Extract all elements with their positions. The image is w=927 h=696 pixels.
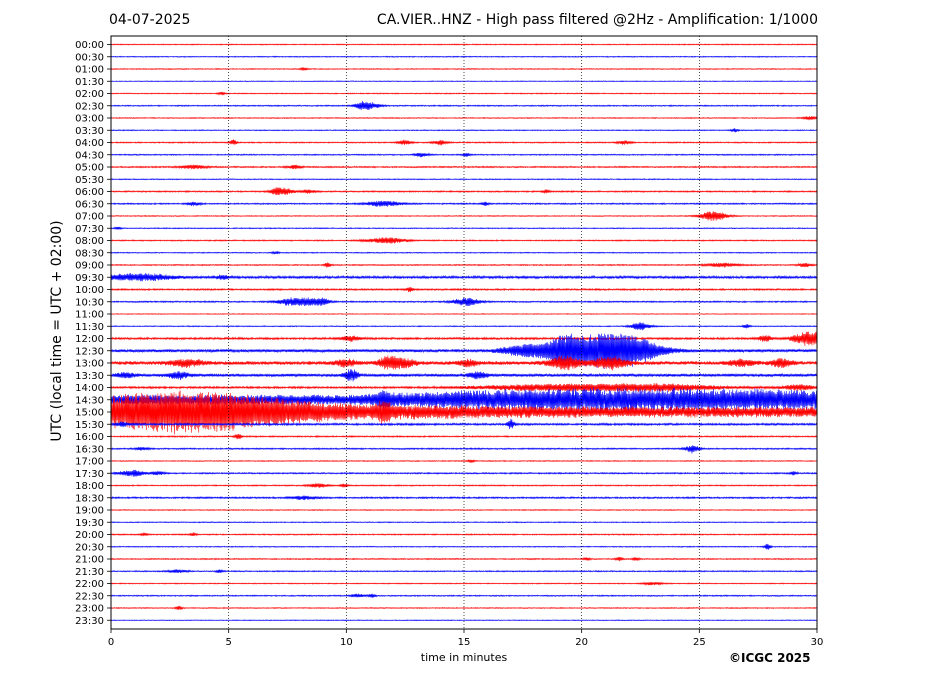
y-tick-label: 17:00 [75, 457, 104, 468]
y-tick-label: 04:00 [75, 138, 104, 149]
y-tick-label: 16:30 [75, 444, 104, 455]
trace-0600 [110, 187, 818, 196]
x-axis-label: time in minutes [420, 651, 508, 664]
x-tick-label: 20 [575, 637, 588, 648]
y-tick-label: 22:30 [75, 591, 104, 602]
y-tick-label: 16:00 [75, 432, 104, 443]
trace-1000 [110, 286, 818, 293]
y-tick-label: 11:00 [75, 310, 104, 321]
y-tick-label: 15:00 [75, 408, 104, 419]
y-tick-label: 00:00 [75, 40, 104, 51]
y-tick-label: 07:00 [75, 212, 104, 223]
trace-1630 [110, 445, 818, 454]
y-tick-label: 02:30 [75, 101, 104, 112]
trace-2330 [110, 619, 818, 622]
x-tick-label: 25 [693, 637, 706, 648]
trace-1600 [110, 433, 818, 440]
y-tick-label: 00:30 [75, 52, 104, 63]
y-tick-label: 10:30 [75, 297, 104, 308]
y-tick-label: 06:00 [75, 187, 104, 198]
y-tick-label: 03:30 [75, 126, 104, 137]
trace-2200 [110, 581, 818, 586]
y-tick-label: 12:30 [75, 346, 104, 357]
trace-0900 [110, 262, 818, 268]
copyright-notice: ©ICGC 2025 [729, 651, 811, 665]
y-tick-label: 18:00 [75, 481, 104, 492]
y-tick-label: 22:00 [75, 579, 104, 590]
trace-1830 [110, 495, 818, 501]
y-tick-label: 20:00 [75, 530, 104, 541]
trace-1800 [110, 483, 818, 488]
y-tick-label: 05:00 [75, 163, 104, 174]
y-tick-label: 13:30 [75, 371, 104, 382]
x-tick-layer: 0 5 10 15 20 25 30 [108, 629, 824, 648]
trace-2300 [110, 605, 818, 610]
y-tick-label: 13:00 [75, 359, 104, 370]
y-tick-label: 02:00 [75, 89, 104, 100]
trace-0300 [110, 115, 818, 121]
y-tick-label: 08:30 [75, 248, 104, 259]
trace-1030 [110, 297, 818, 307]
y-tick-label: 08:00 [75, 236, 104, 247]
x-tick-label: 0 [108, 637, 114, 648]
trace-2100 [110, 556, 818, 562]
y-tick-label: 11:30 [75, 322, 104, 333]
trace-0500 [110, 164, 818, 170]
y-tick-label: 14:30 [75, 395, 104, 406]
chart-date: 04-07-2025 [109, 12, 191, 28]
y-tick-label: 14:00 [75, 383, 104, 394]
trace-0530 [110, 178, 818, 181]
trace-1500 [110, 390, 818, 435]
y-tick-label: 19:00 [75, 506, 104, 517]
y-tick-label: 18:30 [75, 493, 104, 504]
chart-title: CA.VIER..HNZ - High pass filtered @2Hz -… [376, 12, 818, 28]
y-tick-label: 12:00 [75, 334, 104, 345]
y-tick-label: 06:30 [75, 199, 104, 210]
y-tick-label: 23:00 [75, 604, 104, 615]
trace-0000 [110, 43, 818, 46]
y-tick-label: 17:30 [75, 469, 104, 480]
y-tick-label: 03:00 [75, 114, 104, 125]
grid-layer [228, 36, 700, 629]
y-tick-label: 19:30 [75, 518, 104, 529]
y-tick-label: 07:30 [75, 224, 104, 235]
trace-0930 [110, 272, 818, 282]
trace-1730 [110, 469, 818, 477]
y-tick-label: 10:00 [75, 285, 104, 296]
trace-0030 [110, 55, 818, 58]
y-tick-label: 05:30 [75, 175, 104, 186]
x-tick-label: 15 [458, 637, 471, 648]
y-tick-label: 01:00 [75, 65, 104, 76]
x-tick-label: 5 [225, 637, 231, 648]
trace-2130 [110, 569, 818, 574]
y-tick-label: 20:30 [75, 542, 104, 553]
trace-1130 [110, 322, 818, 331]
trace-2230 [110, 593, 818, 598]
trace-1700 [110, 459, 818, 463]
y-tick-label: 01:30 [75, 77, 104, 88]
y-tick-label: 21:00 [75, 555, 104, 566]
trace-0400 [110, 139, 818, 146]
y-tick-label: 09:30 [75, 273, 104, 284]
x-tick-label: 30 [811, 637, 824, 648]
y-tick-label: 21:30 [75, 567, 104, 578]
trace-0330 [110, 128, 818, 133]
x-tick-label: 10 [340, 637, 353, 648]
y-tick-label: 23:30 [75, 616, 104, 627]
y-tick-label: 15:30 [75, 420, 104, 431]
y-tick-label: 09:00 [75, 261, 104, 272]
y-tick-label: 04:30 [75, 150, 104, 161]
trace-1100 [110, 313, 818, 315]
